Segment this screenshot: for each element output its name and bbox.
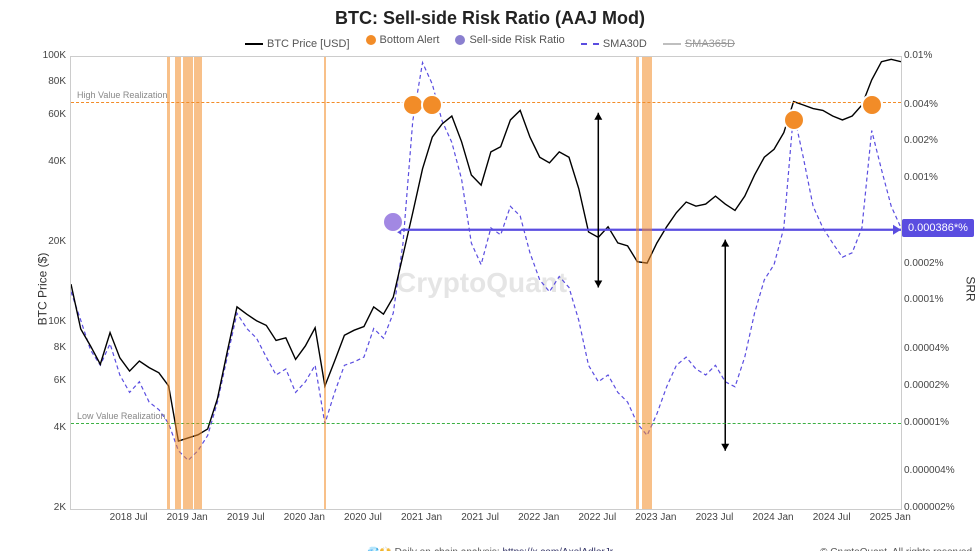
legend-swatch [663,43,681,45]
legend-item: SMA365D [663,38,735,50]
xtick: 2023 Jul [696,512,734,523]
bottom-alert-bar [636,57,639,509]
reference-line-label: Low Value Realization [77,411,165,421]
xtick: 2022 Jan [518,512,559,523]
bottom-alert-bar [183,57,193,509]
ytick-right: 0.001% [904,172,970,183]
bottom-alert-bar [194,57,202,509]
reference-line-label: High Value Realization [77,90,167,100]
legend-swatch [245,43,263,45]
ytick-left: 6K [20,375,66,386]
legend-item: Sell-side Risk Ratio [455,34,564,46]
legend-label: Bottom Alert [380,34,440,46]
ytick-left: 8K [20,342,66,353]
xtick: 2019 Jul [227,512,265,523]
srr-callout: 0.000386*% [902,219,974,237]
legend-label: SMA365D [685,38,735,50]
arrow-head [594,113,602,120]
xtick: 2024 Jan [752,512,793,523]
bottom-alert-bar [167,57,170,509]
legend-label: BTC Price [USD] [267,38,350,50]
ytick-right: 0.000002% [904,502,970,513]
ytick-right: 0.00004% [904,343,970,354]
ytick-left: 10K [20,316,66,327]
chart-container: BTC: Sell-side Risk Ratio (AAJ Mod) BTC … [0,0,980,551]
chart-title: BTC: Sell-side Risk Ratio (AAJ Mod) [0,8,980,29]
xtick: 2019 Jan [167,512,208,523]
legend-item: BTC Price [USD] [245,38,350,50]
xtick: 2022 Jul [578,512,616,523]
footer-copyright: © CryptoQuant. All rights reserved [820,547,972,551]
legend-item: Bottom Alert [366,34,440,46]
footer-link[interactable]: https://x.com/AxelAdlerJr [502,547,613,551]
ytick-left: 4K [20,422,66,433]
ytick-right: 0.000004% [904,465,970,476]
ytick-right: 0.0001% [904,294,970,305]
ytick-right: 0.002% [904,135,970,146]
xtick: 2021 Jul [461,512,499,523]
marker-dot [382,211,404,233]
bottom-alert-bar [175,57,181,509]
ytick-right: 0.01% [904,50,970,61]
legend-label: SMA30D [603,38,647,50]
legend-label: Sell-side Risk Ratio [469,34,564,46]
bottom-alert-bar [642,57,652,509]
xtick: 2025 Jan [870,512,911,523]
arrow-head [594,280,602,287]
ytick-right: 0.004% [904,99,970,110]
legend-swatch [455,35,465,45]
ytick-left: 20K [20,236,66,247]
legend: BTC Price [USD] Bottom Alert Sell-side Ris… [0,34,980,50]
xtick: 2023 Jan [635,512,676,523]
arrow-head [893,225,901,235]
legend-item: SMA30D [581,38,647,50]
ytick-left: 60K [20,109,66,120]
xtick: 2020 Jan [284,512,325,523]
arrow-head [721,444,729,451]
xtick: 2021 Jan [401,512,442,523]
xtick: 2024 Jul [813,512,851,523]
bottom-alert-bar [324,57,326,509]
xtick: 2020 Jul [344,512,382,523]
ytick-left: 2K [20,502,66,513]
ytick-left: 40K [20,156,66,167]
legend-swatch [581,43,599,45]
marker-dot [421,94,443,116]
ytick-left: 80K [20,76,66,87]
y-axis-left-label: BTC Price ($) [35,253,49,326]
legend-swatch [366,35,376,45]
ytick-right: 0.00001% [904,417,970,428]
marker-dot [783,109,805,131]
arrow-head [721,240,729,247]
xtick: 2018 Jul [110,512,148,523]
plot-area: CryptoQuant High Value RealizationLow Va… [70,56,902,510]
ytick-right: 0.0002% [904,258,970,269]
ytick-left: 100K [20,50,66,61]
ytick-right: 0.00002% [904,380,970,391]
marker-dot [861,94,883,116]
footer-prefix: 💎🙌 Daily on-chain analysis: [367,547,503,551]
